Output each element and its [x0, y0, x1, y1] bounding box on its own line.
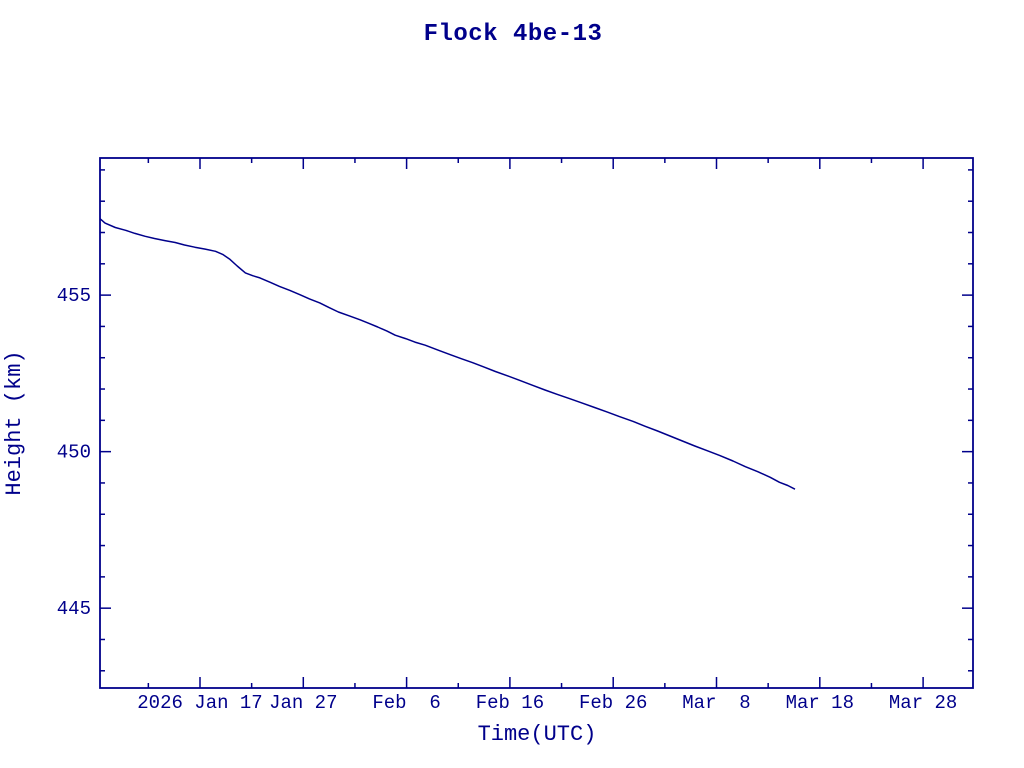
x-tick-label: Feb 16 — [476, 692, 544, 714]
y-tick-label: 450 — [57, 442, 91, 464]
x-tick-label: Jan 27 — [269, 692, 337, 714]
y-tick-label: 455 — [57, 285, 91, 307]
axis-tick-labels: 2026 Jan 17 Jan 27 Feb 6 Feb 16 Feb 26 Mar 8 M… — [57, 285, 958, 714]
x-tick-label: Feb 6 — [372, 692, 440, 714]
x-tick-label: Mar 28 — [889, 692, 957, 714]
y-axis-title: Height (km) — [2, 350, 27, 495]
x-tick-label: Mar 8 — [682, 692, 750, 714]
x-axis-title: Time(UTC) — [478, 722, 597, 747]
data-series — [99, 218, 796, 490]
plot-frame-box — [99, 157, 974, 689]
axis-ticks — [100, 158, 973, 688]
height-decay-line — [99, 218, 796, 490]
x-tick-label: Mar 18 — [786, 692, 854, 714]
x-tick-label: 2026 Jan 17 — [137, 692, 262, 714]
plot-frame — [99, 157, 974, 689]
plot-title: Flock 4be-13 — [424, 21, 603, 48]
x-tick-label: Feb 26 — [579, 692, 647, 714]
y-tick-label: 445 — [57, 598, 91, 620]
